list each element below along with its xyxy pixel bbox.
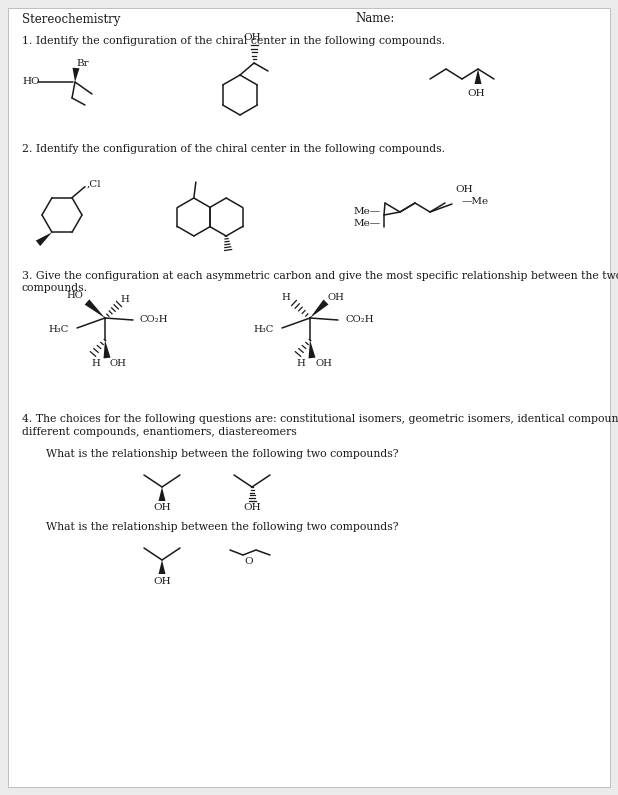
Text: 1. Identify the configuration of the chiral center in the following compounds.: 1. Identify the configuration of the chi… bbox=[22, 36, 445, 46]
Text: compounds.: compounds. bbox=[22, 283, 88, 293]
Polygon shape bbox=[72, 68, 80, 82]
Polygon shape bbox=[85, 300, 105, 318]
Polygon shape bbox=[308, 340, 315, 359]
Text: —Me: —Me bbox=[462, 197, 489, 207]
Text: Stereochemistry: Stereochemistry bbox=[22, 13, 121, 25]
Text: OH: OH bbox=[110, 359, 127, 367]
Text: 2. Identify the configuration of the chiral center in the following compounds.: 2. Identify the configuration of the chi… bbox=[22, 144, 445, 154]
Text: What is the relationship between the following two compounds?: What is the relationship between the fol… bbox=[46, 522, 399, 532]
Text: different compounds, enantiomers, diastereomers: different compounds, enantiomers, diaste… bbox=[22, 427, 297, 437]
Text: H: H bbox=[91, 359, 100, 367]
Text: OH: OH bbox=[455, 185, 473, 195]
Text: Me—: Me— bbox=[354, 207, 381, 216]
Text: H: H bbox=[281, 293, 290, 301]
Text: O: O bbox=[245, 556, 253, 565]
Text: CO₂H: CO₂H bbox=[140, 315, 169, 324]
Text: HO: HO bbox=[22, 77, 40, 87]
Text: OH: OH bbox=[328, 293, 345, 301]
FancyBboxPatch shape bbox=[8, 8, 610, 787]
Text: ,Cl: ,Cl bbox=[87, 179, 101, 188]
Text: OH: OH bbox=[153, 503, 171, 513]
Polygon shape bbox=[104, 340, 111, 359]
Text: OH: OH bbox=[153, 576, 171, 585]
Polygon shape bbox=[158, 560, 166, 574]
Text: Me—: Me— bbox=[354, 219, 381, 228]
Text: H: H bbox=[120, 294, 129, 304]
Text: OH: OH bbox=[243, 33, 261, 41]
Text: H₃C: H₃C bbox=[49, 325, 69, 335]
Text: OH: OH bbox=[315, 359, 332, 367]
Polygon shape bbox=[36, 232, 52, 246]
Text: What is the relationship between the following two compounds?: What is the relationship between the fol… bbox=[46, 449, 399, 459]
Text: OH: OH bbox=[467, 88, 485, 98]
Text: Br: Br bbox=[76, 59, 88, 68]
Text: H₃C: H₃C bbox=[253, 325, 274, 335]
Text: Name:: Name: bbox=[355, 13, 394, 25]
Polygon shape bbox=[475, 69, 481, 84]
Polygon shape bbox=[158, 487, 166, 501]
Text: H: H bbox=[296, 359, 305, 367]
Text: HO: HO bbox=[66, 292, 83, 301]
Text: OH: OH bbox=[243, 503, 261, 513]
Text: 4. The choices for the following questions are: constitutional isomers, geometri: 4. The choices for the following questio… bbox=[22, 414, 618, 424]
Text: CO₂H: CO₂H bbox=[345, 315, 373, 324]
Text: 3. Give the configuration at each asymmetric carbon and give the most specific r: 3. Give the configuration at each asymme… bbox=[22, 271, 618, 281]
Polygon shape bbox=[310, 300, 329, 318]
